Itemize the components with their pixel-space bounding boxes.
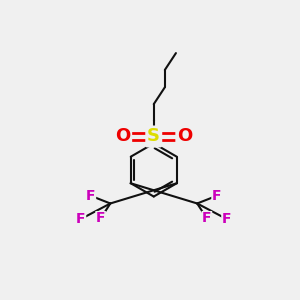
Text: S: S xyxy=(147,128,160,146)
Text: O: O xyxy=(177,128,193,146)
Text: F: F xyxy=(202,212,212,226)
Text: F: F xyxy=(76,212,86,226)
Text: O: O xyxy=(115,128,130,146)
Text: F: F xyxy=(212,189,221,203)
Text: F: F xyxy=(96,212,105,226)
Text: F: F xyxy=(86,189,96,203)
Text: F: F xyxy=(222,212,231,226)
